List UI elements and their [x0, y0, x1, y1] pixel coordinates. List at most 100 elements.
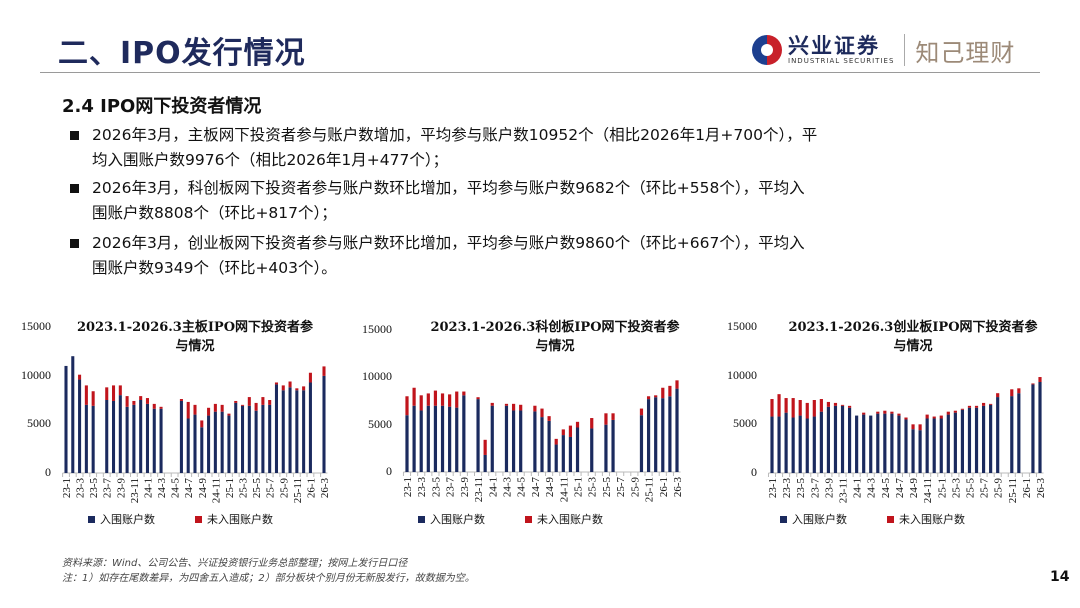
bar-admitted [213, 411, 217, 473]
bar-admitted [240, 405, 245, 473]
legend-item: 未入围账户数 [195, 511, 273, 527]
legend-item: 入围账户数 [88, 511, 155, 527]
x-tick-label: 25-5 [251, 478, 263, 499]
bar-not-admitted [847, 405, 852, 408]
legend-label: 未入围账户数 [899, 513, 965, 526]
bar-admitted [981, 405, 986, 473]
bar-not-admitted [274, 382, 279, 385]
bar-not-admitted [604, 413, 608, 425]
bar-not-admitted [798, 400, 802, 416]
x-tick-label: 24-1 [852, 478, 864, 498]
x-tick-label: 24-9 [544, 477, 556, 498]
bar-admitted [833, 405, 838, 473]
bar-admitted [227, 415, 231, 473]
bar-not-admitted [533, 405, 537, 412]
x-tick-label: 25-11 [292, 478, 304, 503]
bar-not-admitted [661, 387, 665, 399]
bar-not-admitted [953, 410, 957, 413]
legend-swatch [525, 516, 532, 523]
bar-admitted [777, 416, 781, 473]
bar-not-admitted [805, 402, 809, 419]
bar-not-admitted [234, 400, 238, 403]
bar-admitted [84, 404, 88, 473]
bar-not-admitted [186, 401, 190, 419]
brand-logo: 知己理财 [915, 38, 1016, 67]
bar-not-admitted [876, 411, 880, 414]
bar-admitted [281, 390, 285, 473]
bar-not-admitted [302, 386, 306, 391]
bar-admitted [639, 415, 644, 472]
bar-admitted [261, 404, 265, 473]
bar-admitted [646, 399, 651, 472]
bar-admitted [770, 416, 774, 473]
bullet-square-icon [70, 184, 79, 193]
bar-admitted [989, 404, 993, 473]
bar-admitted [568, 436, 573, 472]
bar-admitted [274, 384, 279, 473]
legend-swatch [887, 516, 894, 523]
bar-not-admitted [911, 424, 915, 430]
bar-admitted [179, 400, 183, 473]
x-tick-label: 24-7 [183, 478, 195, 499]
bar-admitted [575, 427, 580, 472]
bar-not-admitted [240, 404, 245, 406]
logo-text: 兴业证券 INDUSTRIAL SECURITIES [788, 35, 894, 66]
x-tick-label: 23-9 [115, 478, 127, 499]
bar-admitted [105, 400, 109, 473]
x-tick-label: 25-5 [601, 477, 613, 498]
x-tick-label: 23-3 [416, 477, 428, 498]
chart-title-line: 与情况 [535, 339, 575, 354]
x-tick-label: 24-5 [170, 478, 182, 499]
bar-not-admitted [1031, 383, 1035, 385]
x-tick-label: 23-7 [445, 477, 457, 498]
bar-not-admitted [611, 413, 615, 420]
x-tick-label: 26-3 [1035, 478, 1047, 499]
bar-admitted [64, 365, 68, 473]
x-tick-label: 23-11 [129, 478, 141, 503]
x-tick-label: 25-9 [629, 477, 641, 498]
bar-admitted [547, 420, 551, 472]
bar-not-admitted [812, 400, 816, 417]
bullet-text: 2026年3月，主板网下投资者参与账户数增加，平均参与账户数10952个（相比2… [92, 126, 818, 144]
bar-not-admitted [281, 385, 285, 391]
bar-not-admitted [179, 399, 183, 401]
y-tick-label: 0 [45, 465, 51, 479]
bar-not-admitted [440, 393, 445, 406]
bar-not-admitted [483, 439, 487, 455]
bar-admitted [1031, 384, 1035, 473]
bar-not-admitted [1017, 388, 1021, 394]
bar-admitted [254, 410, 258, 473]
y-tick-label: 15000 [727, 319, 757, 333]
x-tick-label: 25-3 [950, 478, 962, 499]
x-tick-label: 25-11 [644, 477, 656, 502]
bar-not-admitted [295, 388, 299, 391]
legend-item: 未入围账户数 [887, 511, 965, 527]
bar-admitted [207, 415, 211, 473]
x-tick-label: 25-9 [278, 478, 290, 499]
bar-not-admitted [462, 391, 466, 396]
bar-not-admitted [989, 403, 993, 405]
bar-admitted [897, 415, 901, 473]
bar-admitted [288, 387, 292, 473]
x-tick-label: 23-9 [823, 478, 835, 499]
x-tick-label: 24-11 [558, 477, 570, 502]
bar-not-admitted [883, 410, 887, 414]
bar-admitted [1010, 396, 1014, 473]
bar-not-admitted [890, 411, 894, 414]
bar-admitted [611, 419, 615, 472]
bar-admitted [426, 405, 430, 472]
bar-not-admitted [826, 401, 831, 407]
bullet-text: 2026年3月，创业板网下投资者参与账户数环比增加，平均参与账户数9860个（环… [92, 234, 805, 252]
bar-not-admitted [554, 438, 558, 445]
x-tick-label: 23-3 [75, 478, 87, 499]
bar-admitted [661, 398, 665, 472]
bar-admitted [152, 408, 156, 473]
x-tick-label: 24-1 [142, 478, 154, 498]
bar-admitted [654, 397, 658, 472]
x-tick-label: 26-1 [658, 477, 670, 497]
bar-admitted [974, 407, 979, 473]
bar-admitted [302, 390, 306, 473]
bar-not-admitted [862, 412, 866, 415]
legend-label: 入围账户数 [792, 513, 847, 526]
